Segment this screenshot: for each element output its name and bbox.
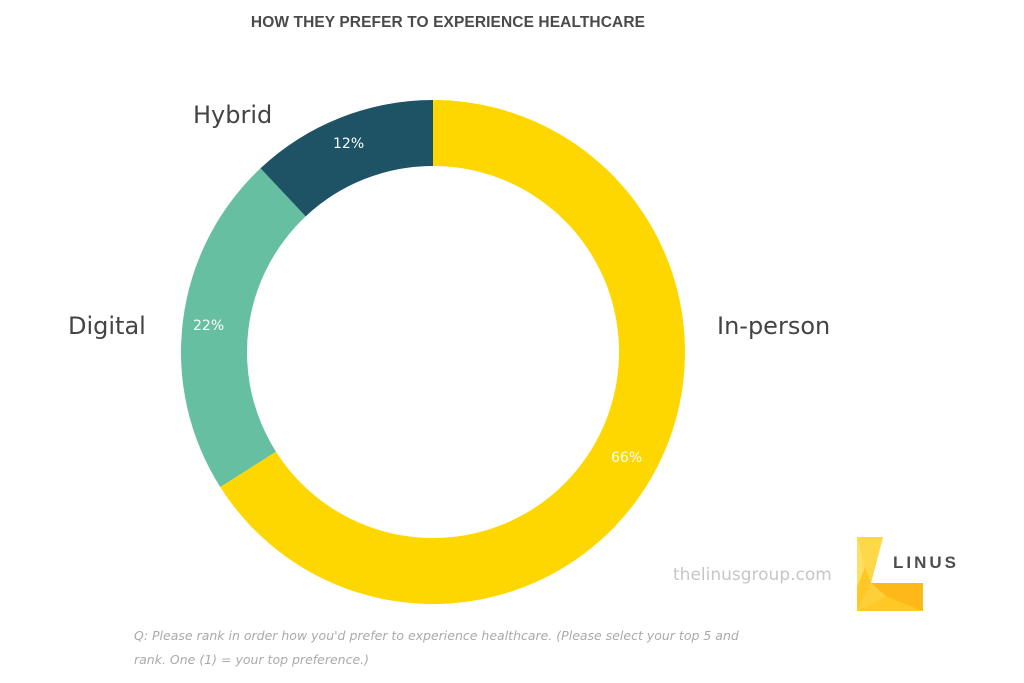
label-hybrid: Hybrid [193,101,273,129]
label-digital: Digital [68,312,146,340]
chart-title: HOW THEY PREFER TO EXPERIENCE HEALTHCARE [250,14,646,31]
survey-question: Q: Please rank in order how you'd prefer… [134,628,739,667]
value-in-person: 66% [611,450,643,466]
label-in-person: In-person [717,312,831,340]
logo-text: LINUS [893,553,959,572]
donut-segments [181,100,685,604]
linus-logo-icon [857,537,923,611]
value-digital: 22% [193,318,225,334]
segment-hybrid [260,100,433,217]
segment-digital [181,168,306,488]
value-hybrid: 12% [333,136,365,152]
website-link: thelinusgroup.com [673,565,832,585]
